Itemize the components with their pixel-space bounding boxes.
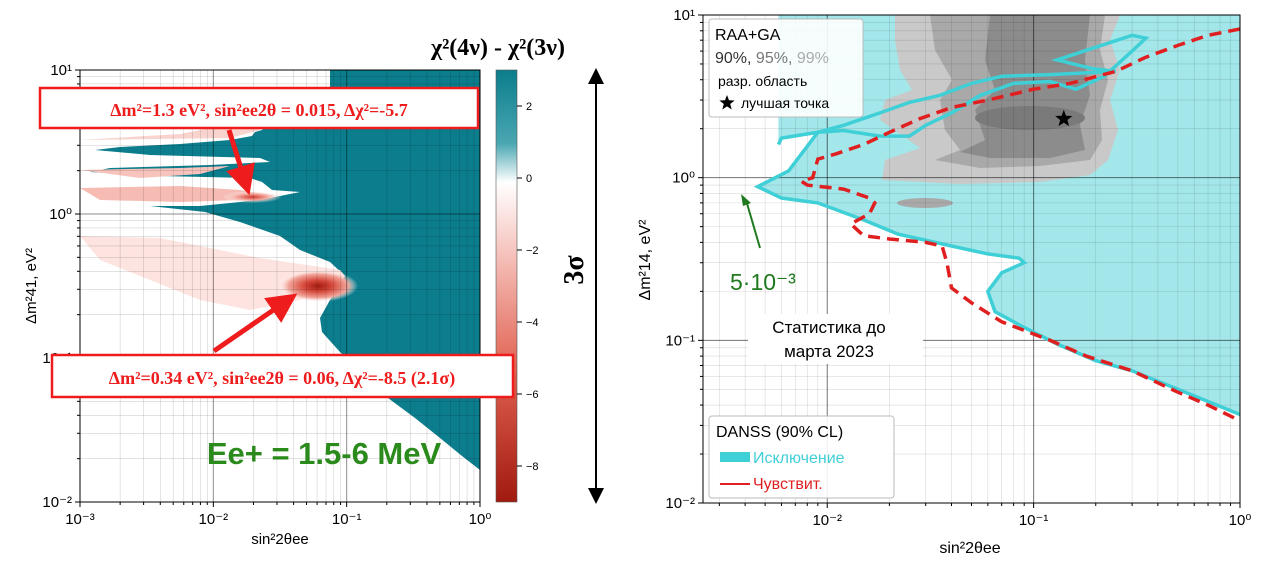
- left-xlabel: sin²2θee: [251, 531, 309, 548]
- legend-bottom: DANSS (90% CL) Исключение Чувствит.: [708, 415, 895, 499]
- legend-top-levels: 90%, 95%, 99%: [715, 50, 829, 67]
- min-blob-2: [278, 270, 358, 302]
- legend-exclusion: Исключение: [753, 450, 845, 467]
- legend-star-icon: [719, 95, 735, 110]
- pink-band-2: [80, 166, 230, 178]
- colorbar: [495, 69, 518, 503]
- left-ylabel: Δm²41, eV²: [23, 248, 40, 324]
- x-tick-label: 10⁻³: [65, 511, 95, 528]
- pink-band-4: [80, 236, 345, 310]
- svg-text:Δm²=0.34 eV², sin²ee2θ = 0.06,: Δm²=0.34 eV², sin²ee2θ = 0.06, Δχ²=-8.5 …: [109, 368, 455, 389]
- colorbar-tick-label-2: −2: [526, 245, 539, 257]
- colorbar-tick-label-3: −4: [526, 317, 539, 329]
- x-tick-label: 10⁻¹: [1019, 512, 1049, 529]
- level-95: 95%: [756, 50, 788, 67]
- right-ticks: 10⁻² 10⁻¹ 10⁰ 10⁻² 10⁻¹ 10⁰ 10¹: [665, 7, 1251, 529]
- stats-note-line1: Статистика до: [772, 318, 885, 337]
- y-tick-label: 10⁰: [672, 170, 695, 187]
- energy-label: Ee+ = 1.5-6 MeV: [207, 436, 442, 471]
- min-arrow-line: [745, 199, 761, 249]
- annotation-1: Δm²=1.3 eV², sin²ee2θ = 0.015, Δχ²=-5.7: [38, 86, 480, 196]
- range-arrow-top: [588, 68, 604, 84]
- left-plot-frame: [79, 69, 481, 503]
- colorbar-ticks: 2 0 −2 −4 −6 −8: [517, 101, 539, 473]
- colorbar-tick-label-4: −6: [526, 389, 539, 401]
- left-title: χ²(4ν) - χ²(3ν): [430, 35, 565, 61]
- x-tick-label: 10⁰: [1229, 512, 1252, 529]
- x-tick-label: 10⁻²: [199, 511, 229, 528]
- right-xlabel: sin²2θee: [939, 540, 1000, 557]
- legend-top-region: разр. область: [718, 73, 807, 89]
- level-90: 90%: [715, 50, 747, 67]
- y-tick-label: 10⁻²: [665, 495, 695, 512]
- x-tick-label: 10⁻²: [812, 512, 842, 529]
- allowed-island: [897, 198, 953, 208]
- allowed-island-2: [975, 106, 1085, 130]
- range-marker-label: 3σ: [559, 255, 590, 285]
- legend-top: RAA+GA 90%, 95%, 99% разр. область лучша…: [708, 18, 864, 118]
- sensitivity-curve: [797, 27, 1240, 423]
- min-arrow-head: [741, 194, 751, 206]
- colorbar-tick-label-1: 0: [526, 173, 532, 185]
- annotation-2: Δm²=0.34 eV², sin²ee2θ = 0.06, Δχ²=-8.5 …: [50, 293, 515, 399]
- exclusion-swatch: [720, 452, 750, 462]
- annotation-2-arrow: [212, 293, 298, 354]
- min-blob-1: [222, 191, 282, 203]
- y-tick-label: 10¹: [673, 7, 695, 24]
- level-99: 99%: [797, 50, 829, 67]
- colorbar-tick-label-0: 2: [526, 101, 532, 113]
- right-ylabel: Δm²14, eV²: [637, 219, 654, 301]
- legend-sensitivity: Чувствит.: [753, 476, 823, 493]
- legend-bottom-title: DANSS (90% CL): [716, 424, 843, 441]
- x-tick-label: 10⁻¹: [332, 511, 362, 528]
- range-arrow-bottom: [588, 488, 604, 504]
- colorbar-tick-label-5: −8: [526, 461, 539, 473]
- y-tick-label: 10⁻²: [42, 494, 72, 511]
- y-tick-label: 10⁰: [49, 206, 72, 223]
- stats-note: Статистика до марта 2023: [748, 314, 923, 364]
- min-annotation: 5·10⁻³: [730, 269, 796, 295]
- x-tick-label: 10⁰: [469, 511, 492, 528]
- right-exclusion-panel: 10⁻² 10⁻¹ 10⁰ 10⁻² 10⁻¹ 10⁰ 10¹ sin²2θee Δm²14…: [637, 7, 1251, 557]
- y-tick-label: 10⁻¹: [665, 332, 695, 349]
- annotation-1-arrow: [226, 129, 255, 196]
- best-point-star: [1055, 109, 1073, 127]
- stats-note-line2: марта 2023: [784, 342, 874, 361]
- legend-top-best: лучшая точка: [741, 95, 829, 111]
- svg-text:Δm²=1.3 eV², sin²ee2θ = 0.015,: Δm²=1.3 eV², sin²ee2θ = 0.015, Δχ²=-5.7: [110, 100, 408, 120]
- exclusion-curve: [753, 33, 1240, 417]
- legend-top-title: RAA+GA: [715, 27, 781, 44]
- y-tick-label: 10¹: [50, 62, 72, 79]
